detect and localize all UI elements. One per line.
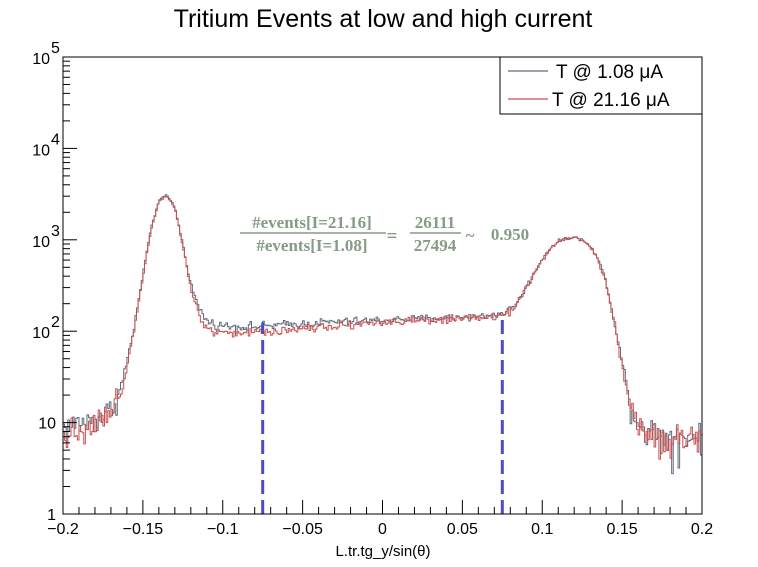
cut-lines bbox=[261, 315, 504, 514]
y-tick-exponent: 4 bbox=[51, 131, 60, 148]
chart-title: Tritium Events at low and high current bbox=[174, 5, 593, 33]
annotation-denominator-value: 27494 bbox=[414, 236, 457, 255]
annotation-ratio: 0.950 bbox=[491, 225, 529, 244]
y-tick-label: 10 bbox=[38, 416, 56, 433]
x-tick-label: −0.1 bbox=[207, 521, 239, 538]
y-tick-exponent: 5 bbox=[51, 40, 60, 57]
annotation-numerator-value: 26111 bbox=[415, 213, 456, 232]
y-tick-base: 10 bbox=[32, 51, 50, 68]
series-2-histogram bbox=[63, 195, 702, 460]
annotation-denominator-label: #events[I=1.08] bbox=[256, 236, 367, 255]
x-tick-label: −0.15 bbox=[123, 521, 164, 538]
x-axis: −0.2 −0.15 −0.1 −0.05 0 0.05 0.1 0.15 0.2 bbox=[47, 500, 713, 538]
x-tick-label: 0.2 bbox=[691, 521, 713, 538]
annotation-numerator-label: #events[I=21.16] bbox=[252, 213, 372, 232]
x-tick-label: −0.2 bbox=[47, 521, 79, 538]
y-tick-base: 10 bbox=[32, 325, 50, 342]
y-tick-label: 103 bbox=[32, 223, 60, 251]
y-tick-label: 1 bbox=[47, 507, 56, 524]
ratio-annotation: #events[I=21.16] #events[I=1.08] = 26111… bbox=[240, 213, 529, 255]
y-tick-base: 10 bbox=[32, 142, 50, 159]
annotation-equals: = bbox=[387, 226, 398, 247]
y-tick-exponent: 3 bbox=[51, 223, 60, 240]
x-tick-label: 0.05 bbox=[447, 521, 478, 538]
series-layer bbox=[63, 194, 702, 475]
y-tick-label: 102 bbox=[32, 314, 60, 342]
legend-label-series-2: T @ 21.16 μA bbox=[552, 90, 670, 111]
annotation-approx: ~ bbox=[466, 226, 475, 245]
y-tick-label: 105 bbox=[32, 40, 60, 68]
legend-box bbox=[499, 56, 703, 115]
y-tick-base: 1 bbox=[47, 507, 56, 524]
legend: T @ 1.08 μA T @ 21.16 μA bbox=[499, 56, 703, 115]
series-1-histogram bbox=[63, 194, 702, 475]
y-tick-base: 10 bbox=[32, 234, 50, 251]
x-tick-label: 0 bbox=[378, 521, 387, 538]
x-tick-label: 0.1 bbox=[531, 521, 553, 538]
x-axis-label: L.tr.tg_y/sin(θ) bbox=[335, 543, 430, 560]
legend-label-series-1: T @ 1.08 μA bbox=[556, 62, 663, 83]
x-tick-label: −0.05 bbox=[282, 521, 323, 538]
x-tick-label: 0.15 bbox=[607, 521, 638, 538]
y-tick-base: 10 bbox=[38, 416, 56, 433]
y-tick-exponent: 2 bbox=[51, 314, 60, 331]
y-tick-label: 104 bbox=[32, 131, 60, 159]
